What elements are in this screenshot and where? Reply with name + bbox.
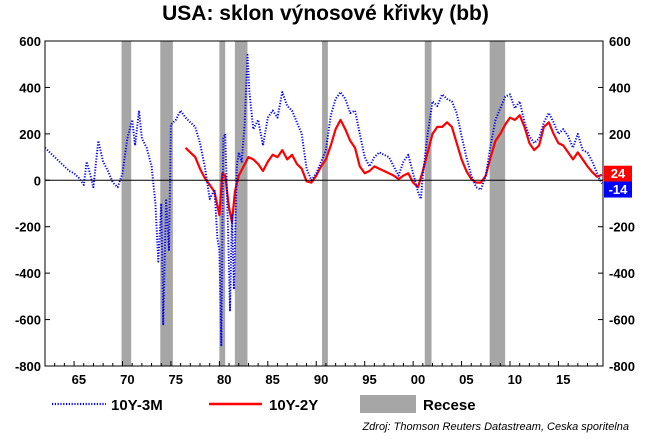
y-tick-label-left: -200: [15, 220, 41, 235]
legend: 10Y-3M 10Y-2Y Recese: [52, 395, 476, 414]
recession-band-5: [322, 41, 328, 366]
y-tick-label-right: -800: [609, 359, 635, 374]
end-label-box-10Y-3M: [604, 181, 632, 198]
y-tick-label-left: 0: [34, 173, 41, 188]
y-tick-label-left: -400: [15, 266, 41, 281]
recession-band-7: [489, 41, 506, 366]
x-tick-label: 65: [72, 372, 86, 387]
x-tick-label: 90: [314, 372, 328, 387]
y-tick-label-left: 400: [19, 80, 41, 95]
series-lines: [44, 53, 603, 347]
end-label-10Y-3M: -14: [609, 182, 629, 197]
chart-title: USA: sklon výnosové křivky (bb): [162, 2, 489, 25]
recession-bands: [121, 41, 506, 366]
legend-label-10Y-2Y: 10Y-2Y: [269, 397, 318, 414]
x-tick-label: 10: [508, 372, 522, 387]
y-tick-label-right: -400: [609, 266, 635, 281]
series-line-10Y-2Y: [184, 114, 603, 224]
legend-swatch-recese: [360, 395, 416, 413]
x-tick-label: 95: [362, 372, 376, 387]
x-tick-label: 00: [411, 372, 425, 387]
x-tick-label: 70: [120, 372, 134, 387]
y-tick-label-right: 200: [609, 127, 631, 142]
recession-band-3: [219, 41, 226, 366]
y-tick-label-left: -800: [15, 359, 41, 374]
y-tick-label-left: 600: [19, 34, 41, 49]
end-value-labels: 24-14: [604, 165, 632, 198]
y-tick-label-right: 400: [609, 80, 631, 95]
y-tick-label-right: -600: [609, 313, 635, 328]
legend-label-recese: Recese: [423, 397, 476, 414]
recession-band-6: [424, 41, 432, 366]
y-tick-label-left: -600: [15, 313, 41, 328]
x-tick-label: 85: [265, 372, 279, 387]
x-tick-label: 80: [217, 372, 231, 387]
legend-label-10Y-3M: 10Y-3M: [111, 397, 163, 414]
plot-frame: [44, 40, 604, 367]
source-note: Zdroj: Thomson Reuters Datastream, Ceska…: [362, 421, 629, 433]
y-tick-label-right: -200: [609, 220, 635, 235]
y-tick-label-left: 200: [19, 127, 41, 142]
y-tick-label-right: 600: [609, 34, 631, 49]
series-line-10Y-3M: [44, 53, 603, 347]
end-label-10Y-2Y: 24: [611, 166, 626, 181]
x-tick-label: 05: [459, 372, 473, 387]
x-tick-label: 15: [556, 372, 570, 387]
tick-labels: 600 600 400 400 200 200 00 -200 -200 -400 -400 -600…: [15, 34, 635, 387]
end-label-box-10Y-2Y: [604, 165, 632, 182]
x-tick-label: 75: [169, 372, 183, 387]
axes: [44, 40, 604, 367]
recession-band-1: [121, 41, 132, 366]
